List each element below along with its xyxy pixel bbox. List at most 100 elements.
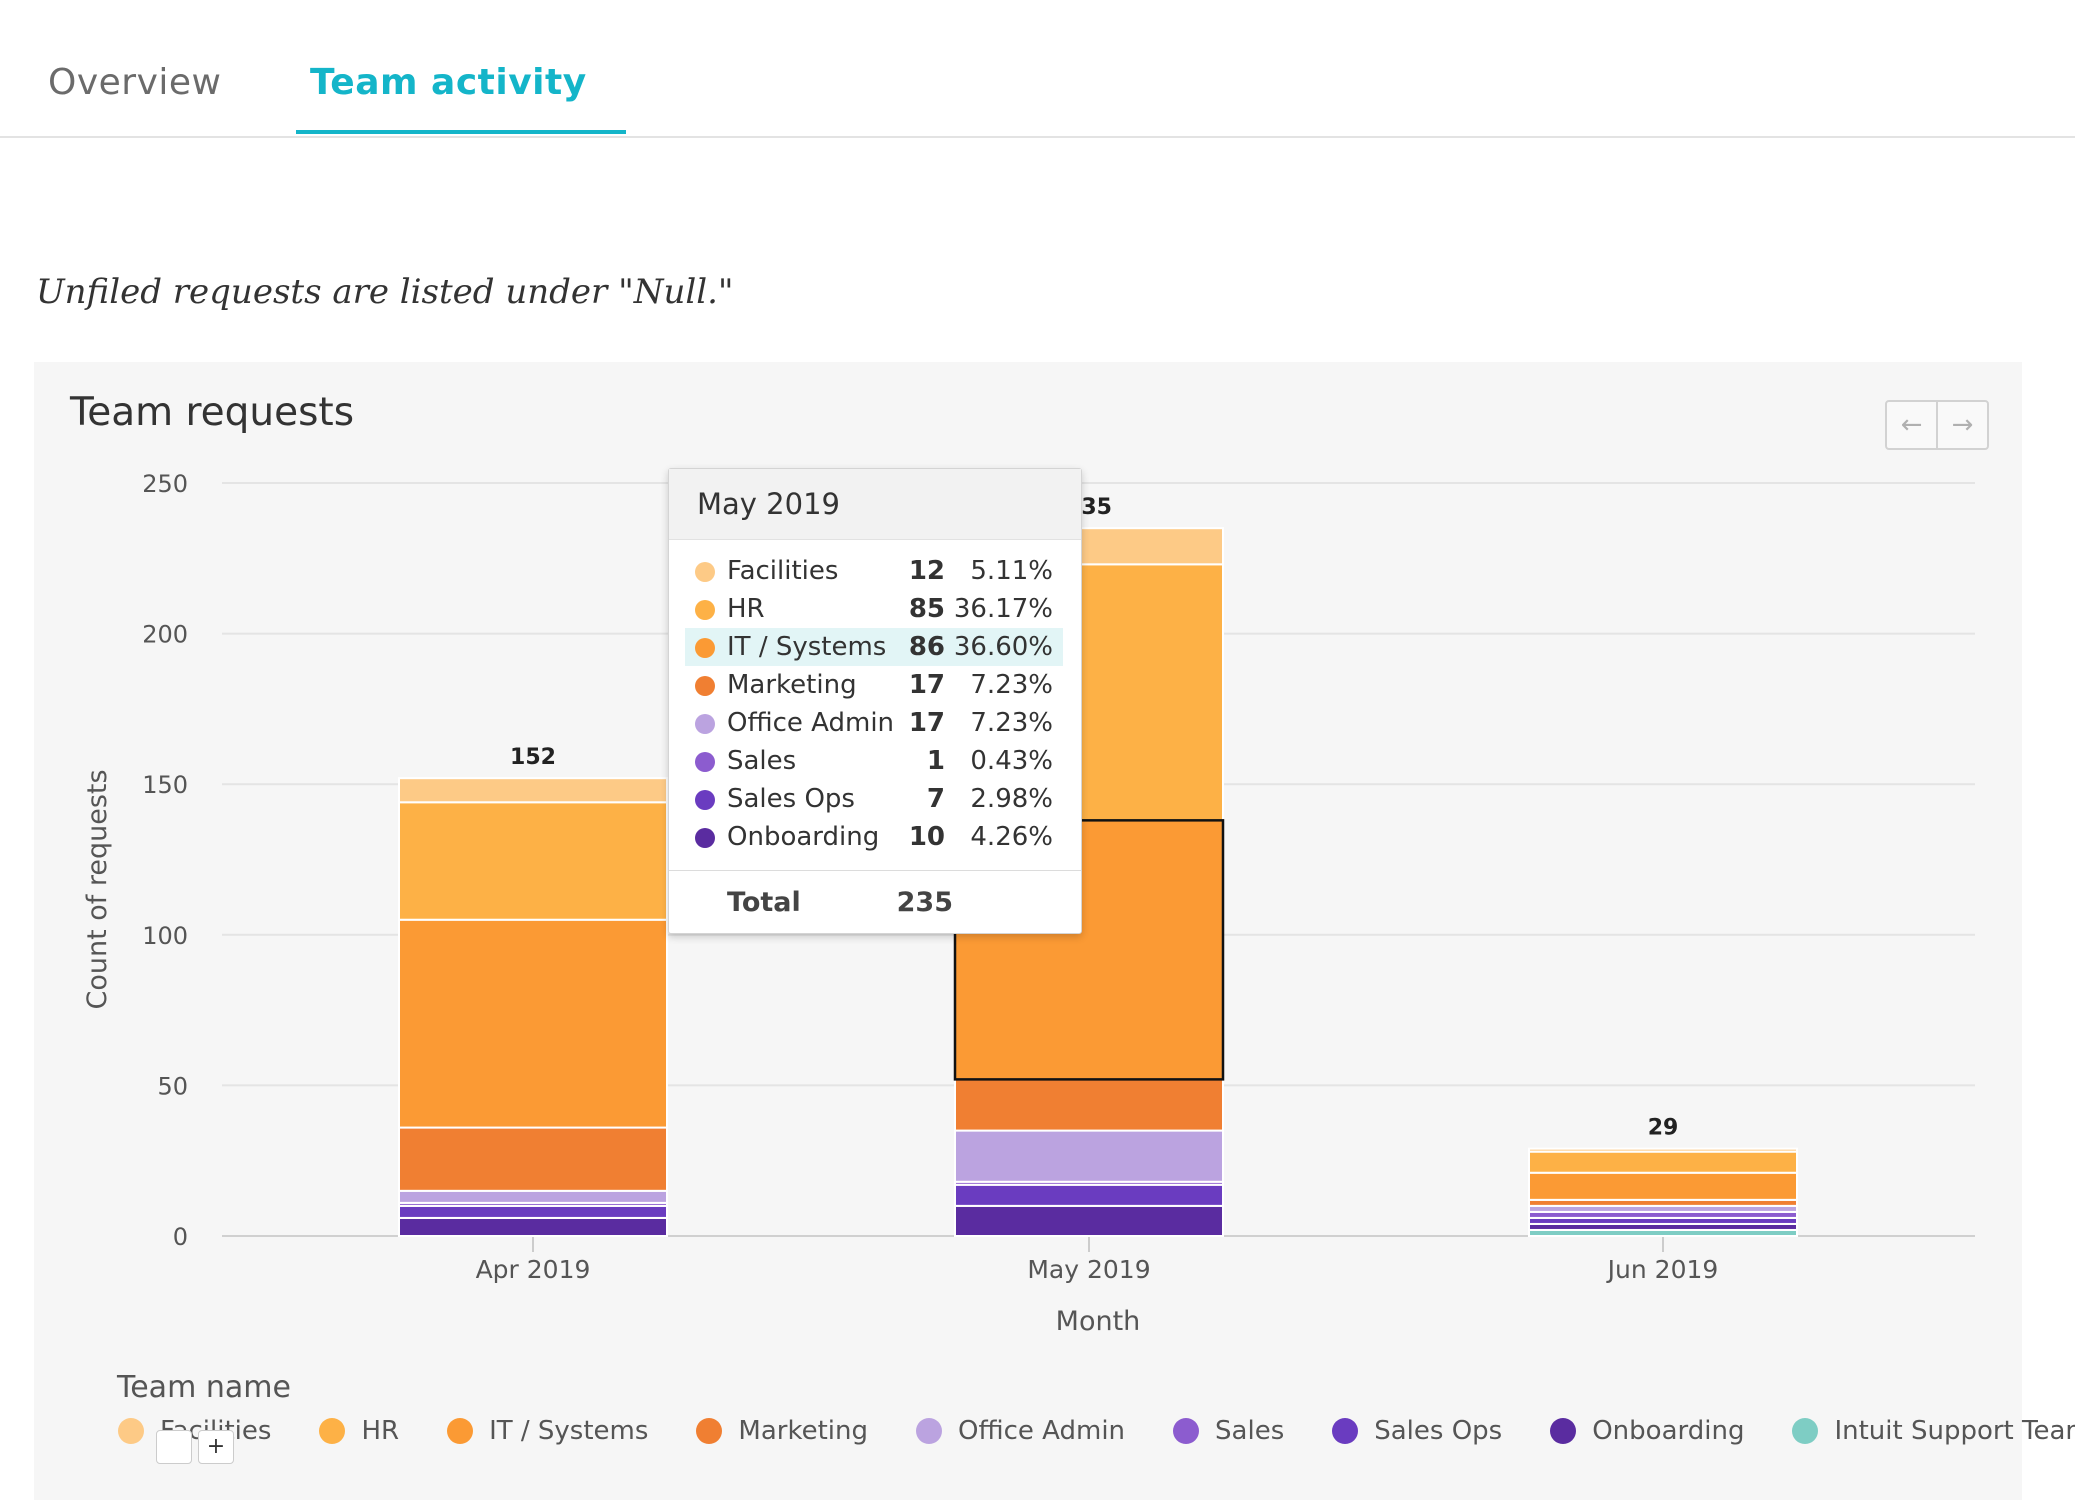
legend-label: Sales Ops: [1374, 1416, 1503, 1446]
legend-label: HR: [361, 1416, 400, 1446]
legend-dot-icon: [696, 1418, 723, 1444]
tooltip-row-pct: 5.11%: [970, 556, 1053, 586]
legend-dot-icon: [1550, 1418, 1577, 1444]
legend-dot-icon: [319, 1418, 346, 1444]
legend-dot-icon: [916, 1418, 942, 1444]
legend-dot-icon: [447, 1418, 474, 1444]
bar-segment[interactable]: [398, 801, 668, 921]
bar-segment[interactable]: [954, 1129, 1224, 1183]
bar-segment[interactable]: [398, 1189, 668, 1204]
unfiled-note: Unfiled requests are listed under "Null.…: [36, 272, 734, 312]
tooltip-row: Sales Ops 7 2.98%: [669, 780, 1081, 818]
legend-title: Team name: [117, 1370, 291, 1405]
legend-item[interactable]: IT / Systems: [447, 1416, 648, 1446]
legend: Facilities HR IT / Systems Marketing Office …: [118, 1416, 2075, 1446]
bar-segment[interactable]: [954, 1078, 1224, 1132]
tooltip-row-pct: 7.23%: [970, 708, 1053, 738]
bar-segment[interactable]: [398, 1216, 668, 1237]
tooltip-row-pct: 7.23%: [970, 670, 1053, 700]
tooltip-title: May 2019: [669, 469, 1081, 540]
bar-segment[interactable]: [398, 1126, 668, 1192]
bar-segment[interactable]: [954, 1204, 1224, 1238]
legend-dot-icon: [1792, 1418, 1819, 1444]
arrow-left-icon[interactable]: ←: [1900, 410, 1923, 440]
tooltip-total: Total 235: [669, 870, 1081, 933]
tooltip-row-count: 85: [908, 594, 945, 624]
tooltip-row: Marketing 17 7.23%: [669, 666, 1081, 704]
legend-mini-box[interactable]: [156, 1430, 192, 1464]
active-tab-underline: [296, 130, 626, 134]
tooltip-row-count: 86: [908, 632, 945, 662]
tooltip-dot-icon: [695, 828, 715, 848]
tooltip-row-name: Sales Ops: [727, 784, 855, 814]
bar-segment[interactable]: [398, 918, 668, 1129]
bar-segment[interactable]: [1528, 1147, 1798, 1153]
tooltip-row: Facilities 12 5.11%: [669, 552, 1081, 590]
y-tick-label: 50: [157, 1072, 188, 1100]
legend-item[interactable]: Office Admin: [916, 1416, 1125, 1446]
tooltip-dot-icon: [695, 790, 715, 810]
tooltip-row-name: Sales: [727, 746, 797, 776]
legend-item[interactable]: Intuit Support Team: [1792, 1416, 2075, 1446]
legend-item[interactable]: Marketing: [696, 1416, 868, 1446]
tooltip-row: Onboarding 10 4.26%: [669, 818, 1081, 856]
legend-item[interactable]: Sales: [1173, 1416, 1284, 1446]
tooltip-row: IT / Systems 86 36.60%: [685, 628, 1063, 666]
bar-segment[interactable]: [954, 1183, 1224, 1207]
legend-label: Marketing: [738, 1416, 868, 1446]
bar-segment[interactable]: [1528, 1150, 1798, 1174]
y-axis-title: Count of requests: [82, 769, 113, 1009]
highlight-outline: [953, 819, 1225, 1081]
chart-nav: ← →: [1885, 400, 1989, 450]
legend-label: Intuit Support Team: [1834, 1416, 2075, 1446]
bar-segment[interactable]: [398, 777, 668, 804]
tooltip-row-pct: 0.43%: [970, 746, 1053, 776]
tooltip-total-value: 235: [896, 887, 953, 918]
bar-total-label: 29: [1648, 1116, 1679, 1141]
legend-item[interactable]: Onboarding: [1550, 1416, 1744, 1446]
x-tick-label: May 2019: [1027, 1255, 1150, 1284]
tooltip-row-count: 12: [908, 556, 945, 586]
arrow-right-icon[interactable]: →: [1936, 402, 1987, 448]
tooltip-dot-icon: [695, 638, 715, 658]
legend-dot-icon: [1332, 1418, 1359, 1444]
y-tick-label: 150: [142, 771, 188, 799]
tooltip-row-name: Office Admin: [727, 708, 895, 738]
tooltip-total-label: Total: [727, 887, 801, 918]
tab-bar: Overview Team activity: [0, 0, 2075, 138]
tooltip-row: Sales 1 0.43%: [669, 742, 1081, 780]
tooltip-row-name: Marketing: [727, 670, 857, 700]
tooltip-dot-icon: [695, 562, 715, 582]
x-tick-label: Jun 2019: [1606, 1255, 1719, 1284]
bar-segment[interactable]: [1528, 1171, 1798, 1201]
chart-tooltip: May 2019 Facilities 12 5.11% HR 85 36.17% IT /…: [668, 468, 1082, 934]
tooltip-dot-icon: [695, 676, 715, 696]
legend-item[interactable]: Facilities: [118, 1416, 271, 1446]
tooltip-row-pct: 36.17%: [953, 594, 1053, 624]
y-tick-label: 0: [173, 1223, 188, 1251]
legend-item[interactable]: HR: [319, 1416, 399, 1446]
tooltip-row-pct: 36.60%: [953, 632, 1053, 662]
tooltip-dot-icon: [695, 600, 715, 620]
legend-dot-icon: [1173, 1418, 1200, 1444]
tooltip-row-count: 10: [908, 822, 945, 852]
tooltip-row: Office Admin 17 7.23%: [669, 704, 1081, 742]
tooltip-row-count: 1: [926, 746, 945, 776]
tab-overview[interactable]: Overview: [48, 62, 222, 103]
legend-add-button[interactable]: +: [198, 1430, 234, 1464]
tooltip-row-count: 7: [926, 784, 945, 814]
y-tick-label: 100: [142, 922, 188, 950]
tab-team-activity[interactable]: Team activity: [310, 62, 587, 103]
legend-label: Office Admin: [958, 1416, 1126, 1446]
tooltip-row-name: Facilities: [727, 556, 839, 586]
bar-total-label: 152: [510, 745, 556, 770]
legend-item[interactable]: Sales Ops: [1332, 1416, 1502, 1446]
tooltip-row-pct: 4.26%: [970, 822, 1053, 852]
tooltip-dot-icon: [695, 752, 715, 772]
x-axis-title: Month: [1056, 1306, 1141, 1337]
chart-title: Team requests: [70, 390, 355, 435]
tooltip-rows: Facilities 12 5.11% HR 85 36.17% IT / Systems 8…: [669, 540, 1081, 864]
bar-segment[interactable]: [398, 1204, 668, 1219]
tooltip-row-count: 17: [908, 708, 945, 738]
x-tick-label: Apr 2019: [476, 1255, 591, 1284]
